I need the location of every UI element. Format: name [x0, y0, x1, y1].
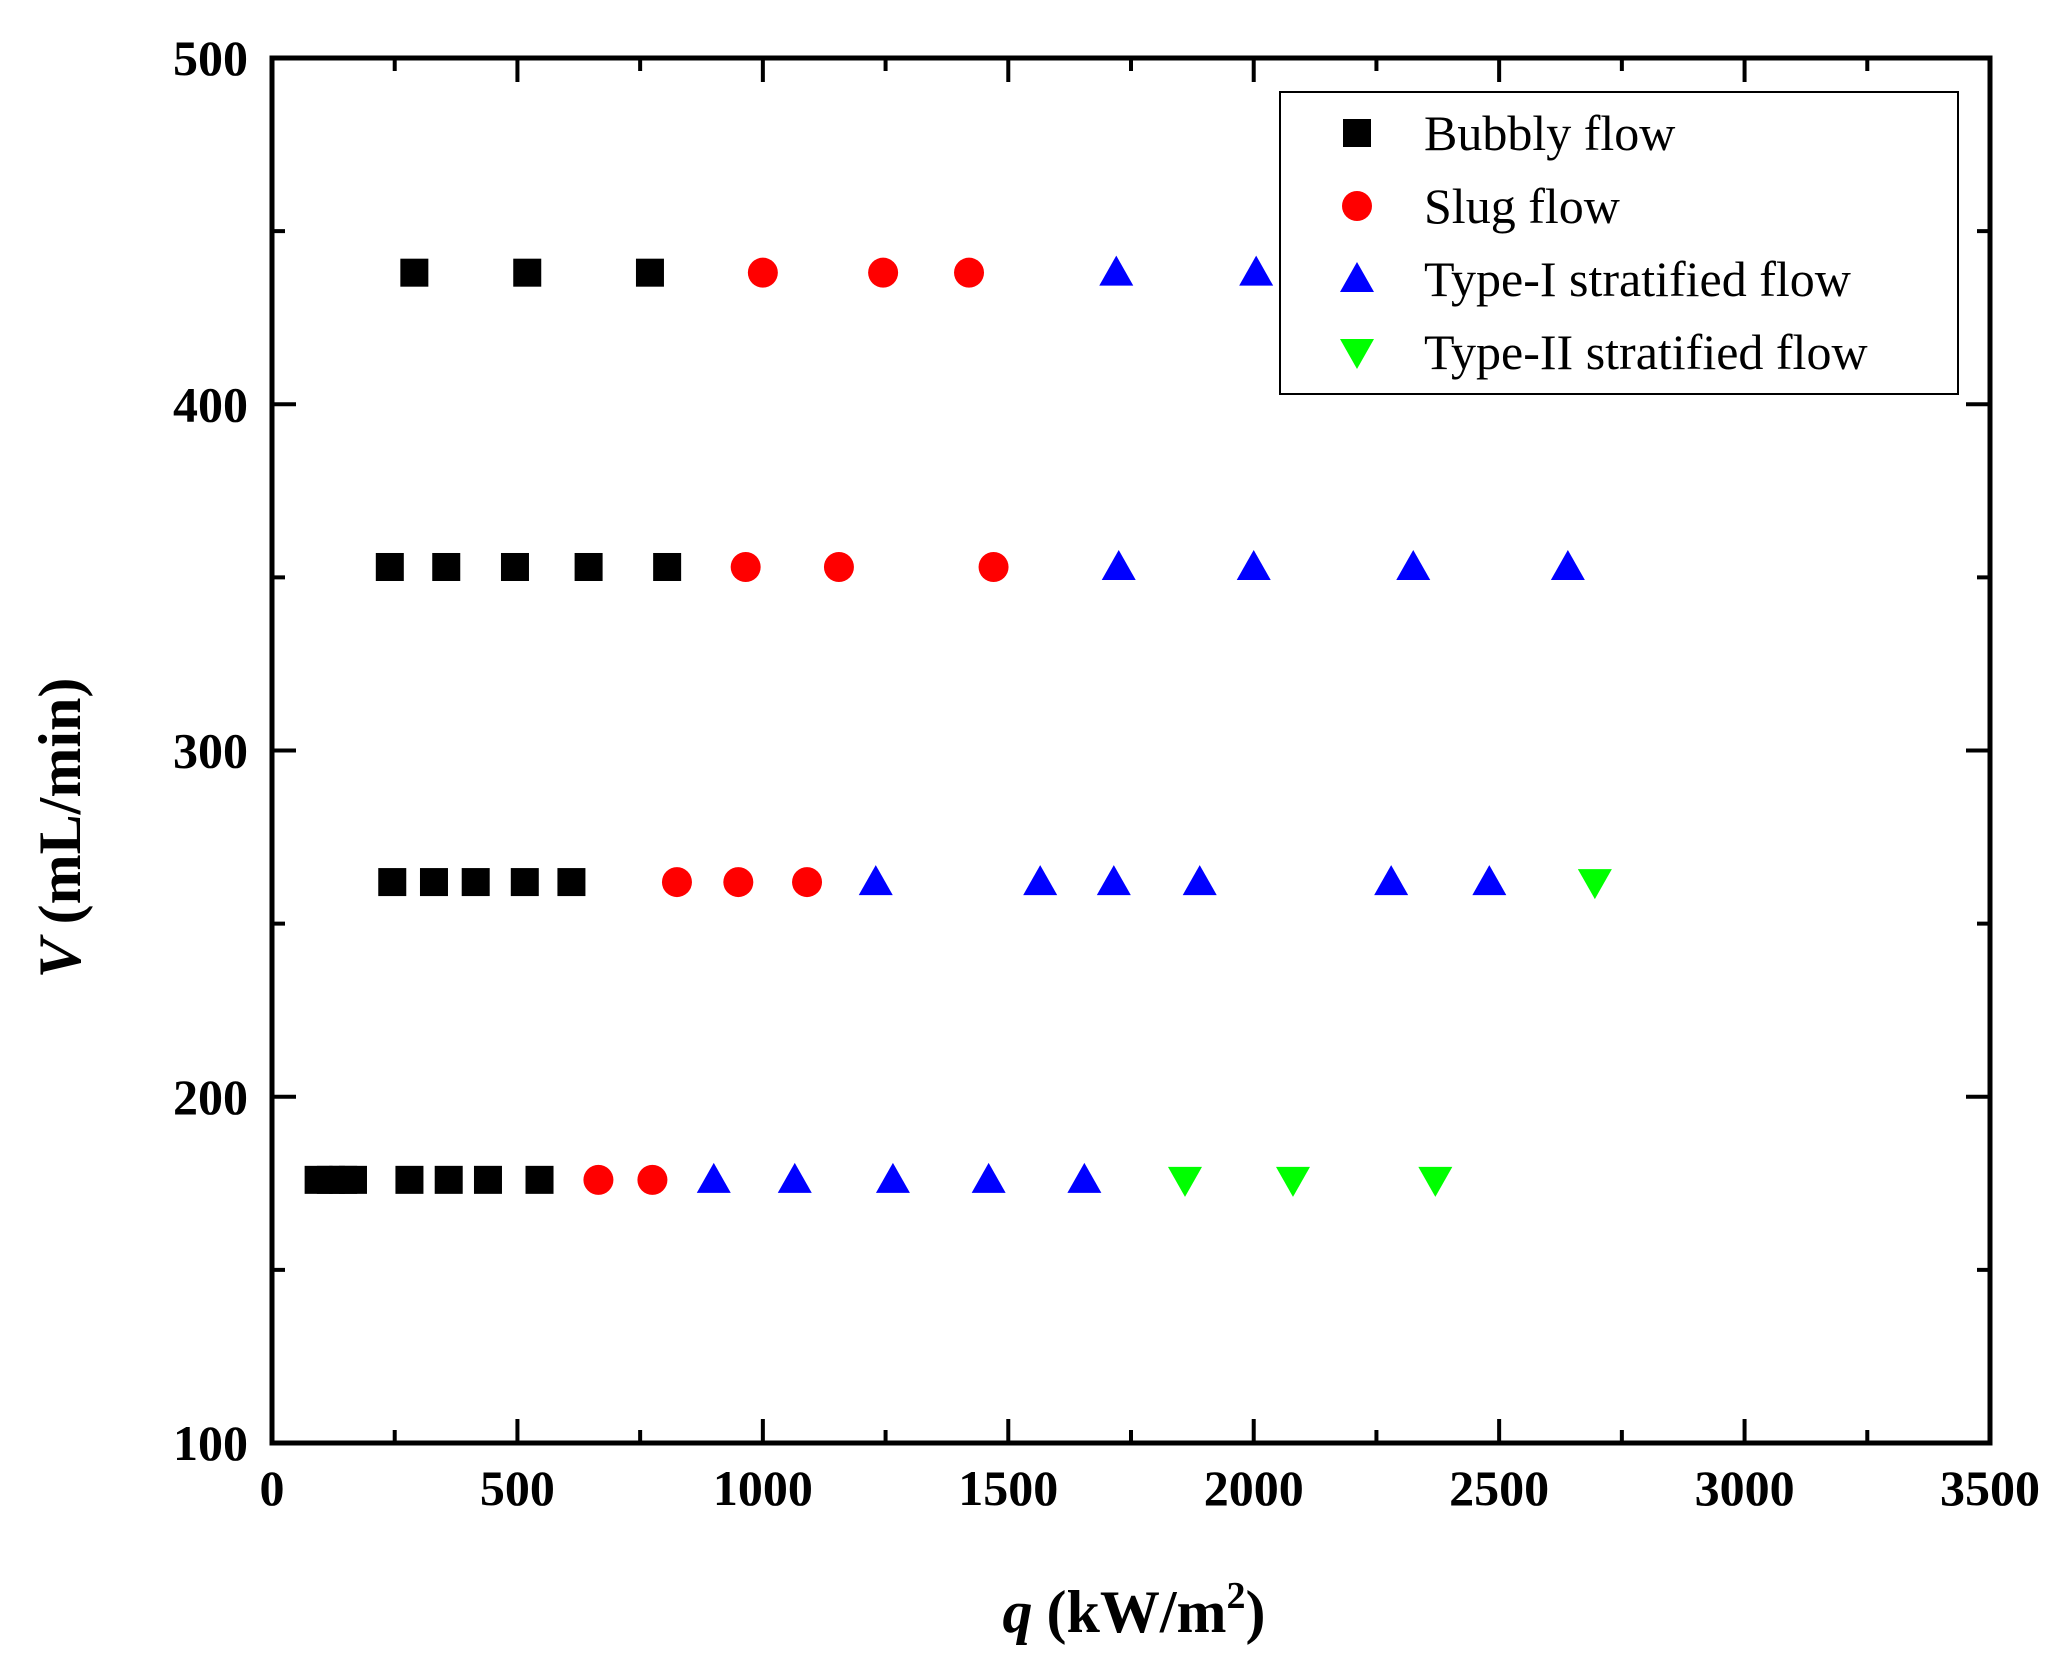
point-type-ii-stratified	[1167, 1166, 1202, 1197]
point-type-i-stratified	[1396, 549, 1431, 580]
point-bubbly-flow	[635, 258, 664, 287]
point-type-i-stratified	[1236, 549, 1271, 580]
x-tick-label: 2500	[1449, 1460, 1549, 1516]
legend-markers	[1340, 119, 1374, 369]
tick-labels: 0 500 1000 1500 2000 2500 3000 3500 100 200 300 400…	[173, 30, 2040, 1516]
point-type-i-stratified	[875, 1162, 910, 1193]
point-bubbly-flow	[557, 868, 586, 897]
x-tick-label: 3500	[1940, 1460, 2040, 1516]
point-bubbly-flow	[338, 1165, 367, 1194]
point-bubbly-flow	[434, 1165, 463, 1194]
point-slug-flow	[868, 257, 899, 288]
point-type-i-stratified	[1239, 255, 1274, 286]
point-bubbly-flow	[510, 868, 539, 897]
point-bubbly-flow	[473, 1165, 502, 1194]
point-type-i-stratified	[1550, 549, 1585, 580]
y-tick-label: 400	[173, 376, 248, 432]
x-axis-unit: (kW/m	[1047, 1579, 1227, 1645]
x-axis-title: q (kW/m2)	[1003, 1575, 1266, 1645]
point-type-ii-stratified	[1275, 1166, 1310, 1197]
point-type-i-stratified	[696, 1162, 731, 1193]
point-slug-flow	[823, 551, 854, 582]
y-axis-unit: (mL/min)	[27, 678, 93, 925]
point-slug-flow	[723, 867, 754, 898]
point-bubbly-flow	[432, 552, 461, 581]
legend-marker-slug-flow	[1342, 191, 1372, 221]
x-tick-label: 500	[480, 1460, 555, 1516]
y-axis-title: V (mL/min)	[27, 678, 93, 979]
point-type-i-stratified	[777, 1162, 812, 1193]
point-slug-flow	[954, 257, 985, 288]
point-bubbly-flow	[400, 258, 429, 287]
legend-label-slug: Slug flow	[1424, 178, 1620, 234]
y-tick-label: 500	[173, 30, 248, 86]
y-tick-label: 100	[173, 1415, 248, 1471]
point-slug-flow	[637, 1164, 668, 1195]
point-type-i-stratified	[1099, 255, 1134, 286]
x-tick-label: 1500	[958, 1460, 1058, 1516]
data-points	[304, 255, 1612, 1197]
y-axis-symbol: V	[27, 933, 93, 978]
legend: Bubbly flow Slug flow Type-I stratified …	[1279, 91, 1959, 395]
legend-marker-type-i-stratified	[1340, 262, 1374, 292]
point-bubbly-flow	[653, 552, 682, 581]
point-type-i-stratified	[1067, 1162, 1102, 1193]
point-type-i-stratified	[1472, 865, 1507, 896]
point-slug-flow	[747, 257, 778, 288]
point-slug-flow	[792, 867, 823, 898]
point-bubbly-flow	[461, 868, 490, 897]
point-type-i-stratified	[858, 865, 893, 896]
point-type-i-stratified	[971, 1162, 1006, 1193]
point-slug-flow	[978, 551, 1009, 582]
point-bubbly-flow	[513, 258, 542, 287]
point-bubbly-flow	[574, 552, 603, 581]
x-tick-label: 1000	[713, 1460, 813, 1516]
point-slug-flow	[583, 1164, 614, 1195]
legend-label-type-ii: Type-II stratified flow	[1424, 324, 1868, 380]
point-bubbly-flow	[378, 868, 407, 897]
x-axis-symbol: q	[1003, 1579, 1033, 1645]
point-type-i-stratified	[1374, 865, 1409, 896]
legend-box	[1279, 91, 1959, 395]
point-slug-flow	[730, 551, 761, 582]
point-type-i-stratified	[1096, 865, 1131, 896]
point-slug-flow	[661, 867, 692, 898]
point-type-ii-stratified	[1418, 1166, 1453, 1197]
point-type-i-stratified	[1182, 865, 1217, 896]
plot-frame	[269, 55, 1993, 1446]
x-axis-unit-close: )	[1246, 1579, 1266, 1645]
legend-label-bubbly: Bubbly flow	[1424, 105, 1675, 161]
point-type-i-stratified	[1101, 549, 1136, 580]
x-tick-label: 0	[260, 1460, 285, 1516]
x-tick-label: 3000	[1695, 1460, 1795, 1516]
x-tick-label: 2000	[1204, 1460, 1304, 1516]
point-bubbly-flow	[375, 552, 404, 581]
legend-marker-bubbly-flow	[1343, 119, 1371, 147]
x-axis-unit-exponent: 2	[1227, 1575, 1246, 1617]
y-tick-label: 200	[173, 1069, 248, 1125]
point-type-ii-stratified	[1577, 869, 1612, 900]
y-tick-label: 300	[173, 723, 248, 779]
point-type-i-stratified	[1023, 865, 1058, 896]
point-bubbly-flow	[419, 868, 448, 897]
point-bubbly-flow	[395, 1165, 424, 1194]
point-bubbly-flow	[500, 552, 529, 581]
legend-marker-type-ii-stratified	[1340, 339, 1374, 369]
legend-label-type-i: Type-I stratified flow	[1424, 251, 1851, 307]
point-bubbly-flow	[525, 1165, 554, 1194]
